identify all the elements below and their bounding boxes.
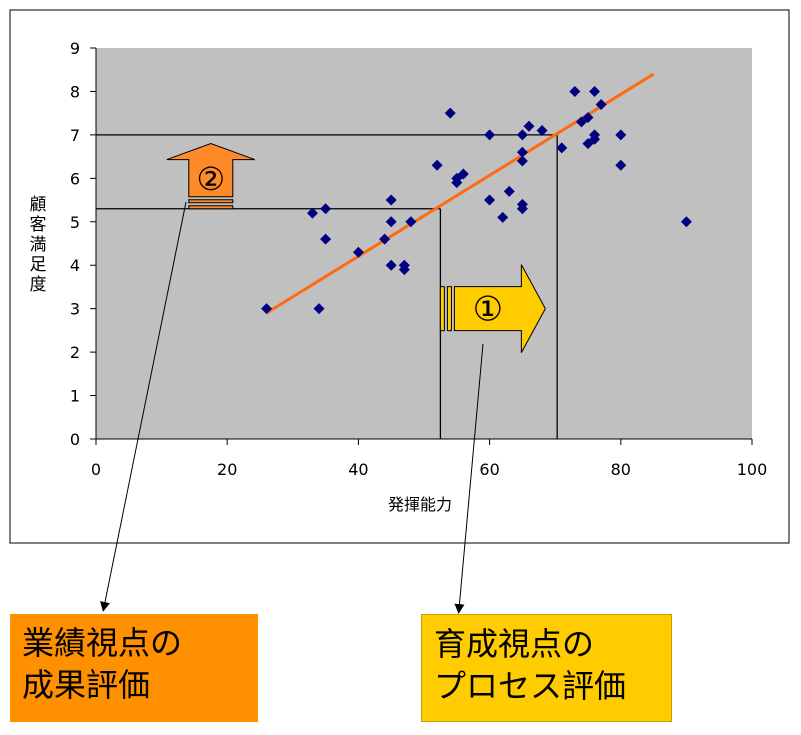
- arrow-up-stripe-1: [188, 205, 234, 210]
- y-axis-label-char: 満: [30, 235, 47, 255]
- data-point-5: [352, 246, 364, 258]
- data-point-18: [484, 129, 496, 141]
- x-tick-label-1: 20: [217, 460, 237, 479]
- data-point-4: [320, 233, 332, 245]
- data-point-40: [680, 216, 692, 228]
- data-point-30: [569, 85, 581, 97]
- x-tick-label-4: 80: [611, 460, 631, 479]
- data-point-26: [516, 203, 528, 215]
- data-point-37: [595, 98, 607, 110]
- y-tick-label-9: 9: [70, 39, 80, 58]
- process-evaluation-box: 育成視点の プロセス評価: [421, 614, 672, 722]
- data-point-0: [261, 303, 273, 315]
- data-point-39: [615, 159, 627, 171]
- y-axis-label-char: 顧: [30, 195, 47, 215]
- data-point-7: [385, 194, 397, 206]
- x-tick-label-2: 40: [348, 460, 368, 479]
- performance-evaluation-box: 業績視点の 成果評価: [10, 614, 258, 722]
- data-point-27: [523, 120, 535, 132]
- y-axis-label-char: 客: [30, 215, 47, 235]
- callout-line-right: [454, 343, 484, 614]
- data-point-12: [405, 216, 417, 228]
- data-point-1: [306, 207, 318, 219]
- box-left-line-1: 業績視点の: [22, 624, 183, 662]
- axes: 0 20 40 60 80 100 0 1 2 3 4 5 6 7 8 9: [70, 39, 767, 479]
- y-tick-label-2: 2: [70, 343, 80, 362]
- data-point-20: [497, 211, 509, 223]
- data-point-14: [444, 107, 456, 119]
- plot-area: [96, 48, 752, 439]
- x-tick-label-5: 100: [737, 460, 768, 479]
- callout-line-left: [100, 201, 187, 612]
- data-point-24: [516, 155, 528, 167]
- data-point-23: [516, 146, 528, 158]
- box-right-line-1: 育成視点の: [434, 625, 595, 663]
- data-point-9: [385, 259, 397, 271]
- y-tick-label-1: 1: [70, 387, 80, 406]
- y-axis-label-char: 足: [30, 255, 47, 275]
- y-tick-label-5: 5: [70, 213, 80, 232]
- data-point-38: [615, 129, 627, 141]
- data-point-36: [589, 133, 601, 145]
- x-tick-label-0: 0: [91, 460, 101, 479]
- data-point-2: [313, 303, 325, 315]
- y-tick-label-6: 6: [70, 169, 80, 188]
- data-point-19: [484, 194, 496, 206]
- data-point-11: [398, 264, 410, 276]
- y-axis-label: 顧客満足度: [30, 195, 47, 295]
- data-points: [261, 85, 692, 315]
- box-right-line-2: プロセス評価: [434, 667, 627, 705]
- arrow-right-stripe-1: [439, 286, 445, 332]
- arrow-up-body: [166, 143, 255, 198]
- y-tick-label-7: 7: [70, 126, 80, 145]
- data-point-28: [536, 125, 548, 137]
- box-left-line-2: 成果評価: [22, 666, 151, 704]
- y-tick-label-0: 0: [70, 430, 80, 449]
- arrow-up-label: ②: [196, 160, 225, 198]
- x-axis-label: 発揮能力: [388, 495, 452, 514]
- data-point-8: [385, 216, 397, 228]
- annotation-arrows: ①②: [166, 143, 546, 353]
- data-point-6: [379, 233, 391, 245]
- data-point-22: [516, 129, 528, 141]
- y-tick-label-3: 3: [70, 300, 80, 319]
- data-point-21: [503, 185, 515, 197]
- arrow-up-stripe-2: [188, 199, 234, 204]
- data-point-32: [582, 112, 594, 124]
- data-point-34: [589, 85, 601, 97]
- y-tick-label-8: 8: [70, 82, 80, 101]
- arrow-right-body: [453, 264, 546, 353]
- data-point-3: [320, 203, 332, 215]
- data-point-17: [457, 168, 469, 180]
- data-point-29: [556, 142, 568, 154]
- x-tick-label-3: 60: [479, 460, 499, 479]
- data-point-13: [431, 159, 443, 171]
- arrow-right-stripe-2: [446, 286, 452, 332]
- y-tick-label-4: 4: [70, 256, 80, 275]
- y-axis-label-char: 度: [30, 275, 47, 295]
- arrow-right-label: ①: [473, 290, 503, 330]
